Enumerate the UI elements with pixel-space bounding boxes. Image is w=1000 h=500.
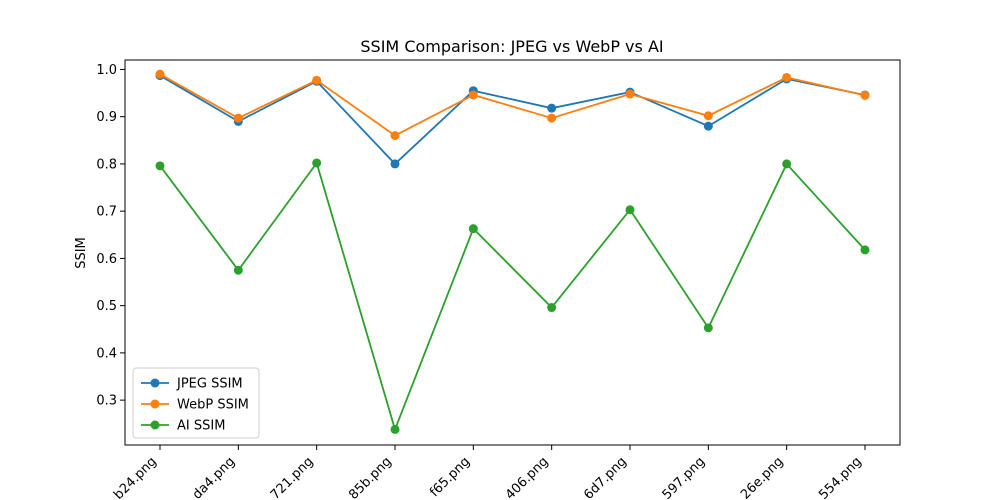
y-tick-label: 0.4 [96, 346, 117, 361]
x-tick-label: 406.png [503, 454, 552, 500]
y-tick-label: 1.0 [96, 63, 117, 78]
data-point [468, 224, 478, 234]
y-tick-label: 0.7 [96, 205, 117, 220]
series-0 [155, 71, 870, 169]
data-point [625, 205, 635, 215]
data-point [782, 159, 792, 169]
x-tick-label: 85b.png [346, 454, 395, 500]
legend-marker [150, 399, 160, 409]
y-tick-label: 0.8 [96, 157, 117, 172]
data-point [312, 158, 322, 168]
series-line [159, 160, 866, 433]
legend-entry: WebP SSIM [177, 398, 249, 413]
data-point [703, 121, 713, 131]
data-point [547, 303, 557, 313]
y-tick-label: 0.3 [96, 394, 117, 409]
legend-box [132, 367, 260, 439]
x-tick-label: f65.png [427, 454, 473, 500]
chart-title: SSIM Comparison: JPEG vs WebP vs AI [360, 37, 663, 56]
data-point [390, 424, 400, 434]
x-tick-label: 554.png [816, 454, 865, 500]
data-point [703, 323, 713, 333]
legend: JPEG SSIM WebP SSIM AI SSIM [132, 367, 260, 439]
data-point [390, 131, 400, 141]
data-point [547, 113, 557, 123]
data-point [547, 103, 557, 113]
data-point [312, 75, 322, 85]
y-axis: 0.3 0.4 0.5 0.6 0.7 0.8 0.9 1.0 [96, 63, 125, 409]
series-line [159, 73, 866, 137]
series-1 [155, 69, 870, 141]
legend-entry: AI SSIM [177, 419, 225, 434]
series-2 [155, 158, 870, 434]
x-tick-label: 6d7.png [581, 454, 630, 500]
legend-entry: JPEG SSIM [176, 377, 243, 392]
data-point [468, 90, 478, 100]
x-tick-label: 597.png [660, 454, 709, 500]
data-point [860, 90, 870, 100]
data-point [233, 113, 243, 123]
y-tick-label: 0.6 [96, 252, 117, 267]
data-point [390, 159, 400, 169]
y-axis-label: SSIM [74, 237, 89, 269]
data-point [625, 89, 635, 99]
series-layer [155, 69, 870, 434]
x-tick-label: da4.png [190, 454, 238, 500]
plot-area [124, 59, 901, 446]
x-axis: b24.png da4.png 721.png 85b.png f65.png 406.p… [111, 445, 866, 500]
y-tick-label: 0.9 [96, 110, 117, 125]
x-tick-label: 26e.png [738, 454, 786, 500]
data-point [155, 69, 165, 79]
y-tick-label: 0.5 [96, 299, 117, 314]
series-line [159, 74, 866, 166]
data-point [860, 245, 870, 255]
data-point [703, 111, 713, 121]
legend-marker [150, 378, 160, 388]
data-point [782, 72, 792, 82]
data-point [155, 161, 165, 171]
x-tick-label: b24.png [111, 454, 160, 500]
x-tick-label: 721.png [268, 454, 317, 500]
plot-frame [124, 59, 901, 446]
data-point [233, 265, 243, 275]
legend-marker [150, 420, 160, 430]
